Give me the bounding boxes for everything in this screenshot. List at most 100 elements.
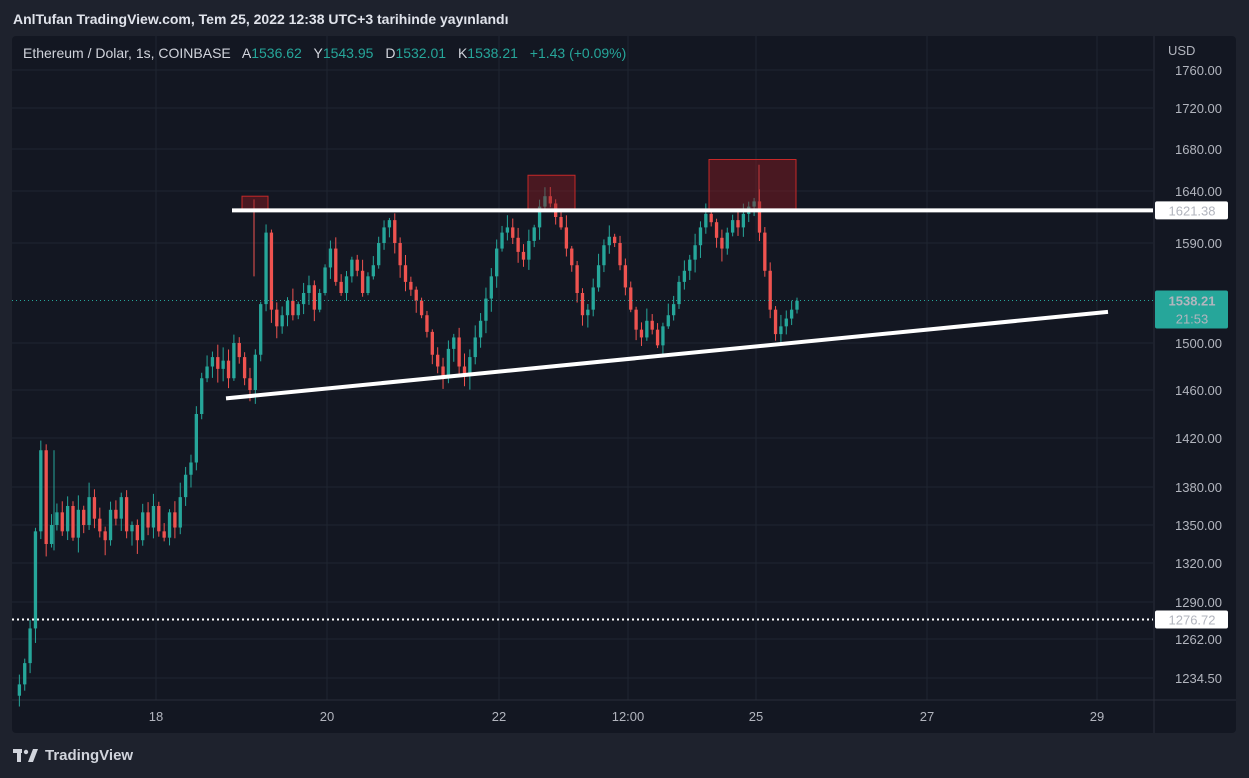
change-value: +1.43 (+0.09%) (529, 45, 627, 61)
candle-body (559, 217, 563, 228)
price-tick-label: 1680.00 (1175, 142, 1222, 157)
chart-pane[interactable] (12, 36, 1236, 733)
candle-body (736, 220, 740, 228)
resistance-zone (708, 159, 797, 211)
high-label: Y (313, 45, 323, 61)
candle-body (430, 331, 434, 355)
candle-body (275, 309, 279, 327)
current-price-value: 1538.21 (1169, 294, 1216, 309)
price-tick-label: 1460.00 (1175, 383, 1222, 398)
candle-body (318, 293, 322, 310)
footer (0, 733, 1249, 778)
candle-body (489, 276, 493, 299)
candle-body (618, 243, 622, 266)
candle-body (768, 270, 772, 310)
level-price-value: 1276.72 (1169, 613, 1216, 628)
candle-body (511, 227, 515, 238)
price-tick-label: 1320.00 (1175, 556, 1222, 571)
candle-body (409, 281, 413, 290)
price-tick-label: 1720.00 (1175, 101, 1222, 116)
candle-body (564, 227, 569, 249)
candle-body (366, 276, 370, 293)
candle-body (28, 628, 32, 664)
candle-body (124, 497, 129, 532)
candle-body (698, 227, 703, 246)
candle-body (291, 300, 295, 316)
candle-body (403, 265, 408, 282)
bar-countdown: 21:53 (1176, 312, 1209, 327)
currency-label: USD (1168, 43, 1195, 58)
candle-body (671, 304, 676, 316)
candle-body (360, 270, 365, 293)
price-tick-label: 1262.00 (1175, 632, 1222, 647)
candle-body (532, 227, 536, 241)
candle-body (784, 318, 788, 327)
candle-body (596, 265, 601, 288)
candle-body (462, 366, 467, 376)
level-price-tag (1155, 610, 1228, 629)
price-tick-label: 1420.00 (1175, 431, 1222, 446)
candle-body (650, 320, 654, 330)
candle-body (296, 304, 300, 316)
price-tick-label: 1500.00 (1175, 336, 1222, 351)
candle-body (23, 663, 27, 685)
resistance-zone (527, 174, 576, 211)
candle-body (98, 518, 102, 532)
candle-body (436, 354, 440, 367)
candle-body (693, 245, 697, 260)
candle-body (612, 236, 617, 243)
candle-body (789, 309, 794, 319)
symbol-name[interactable]: Ethereum / Dolar, 1s, COINBASE (23, 45, 231, 61)
candle-body (478, 320, 483, 338)
candle-body (752, 201, 756, 207)
candle-body (730, 220, 735, 233)
candle-body (457, 337, 461, 367)
publish-header: AnlTufan TradingView.com, Tem 25, 2022 1… (0, 0, 1249, 36)
candle-body (795, 300, 799, 310)
candle-body (591, 287, 595, 310)
time-tick-label: 18 (149, 709, 163, 724)
time-tick-label: 27 (920, 709, 934, 724)
candle-body (114, 509, 118, 519)
candle-body (527, 240, 531, 260)
candle-body (339, 281, 343, 293)
candle-body (725, 232, 729, 249)
candle-body (135, 525, 140, 541)
price-tick-label: 1350.00 (1175, 518, 1222, 533)
candle-body (495, 248, 499, 277)
candle-body (226, 360, 231, 379)
candle-body (763, 232, 767, 271)
candle-body (253, 354, 257, 390)
candle-body (661, 326, 665, 346)
candle-body (307, 285, 311, 293)
candle-body (645, 320, 649, 338)
candle-body (280, 315, 284, 327)
candle-body (323, 267, 327, 293)
candle-body (355, 259, 359, 271)
candle-body (87, 497, 91, 525)
candle-body (312, 285, 316, 310)
time-tick-label: 25 (749, 709, 763, 724)
price-tick-label: 1290.00 (1175, 595, 1222, 610)
open-label: A (241, 45, 252, 61)
candle-body (575, 265, 579, 293)
candle-body (639, 329, 644, 338)
candle-body (82, 509, 86, 525)
candle-body (285, 300, 290, 316)
candle-body (682, 270, 687, 282)
candle-body (629, 287, 633, 310)
candle-body (548, 196, 552, 204)
tradingview-brand[interactable]: TradingView (13, 747, 133, 764)
level-price-tag (1155, 201, 1228, 220)
candle-body (334, 248, 338, 282)
candle-body (103, 531, 107, 541)
candle-body (216, 357, 220, 369)
candle-body (60, 512, 64, 532)
candle-body (232, 343, 236, 379)
candle-body (269, 232, 274, 310)
time-tick-label: 22 (492, 709, 506, 724)
candle-body (183, 474, 188, 498)
candle-body (741, 213, 746, 228)
candle-body (55, 512, 59, 525)
